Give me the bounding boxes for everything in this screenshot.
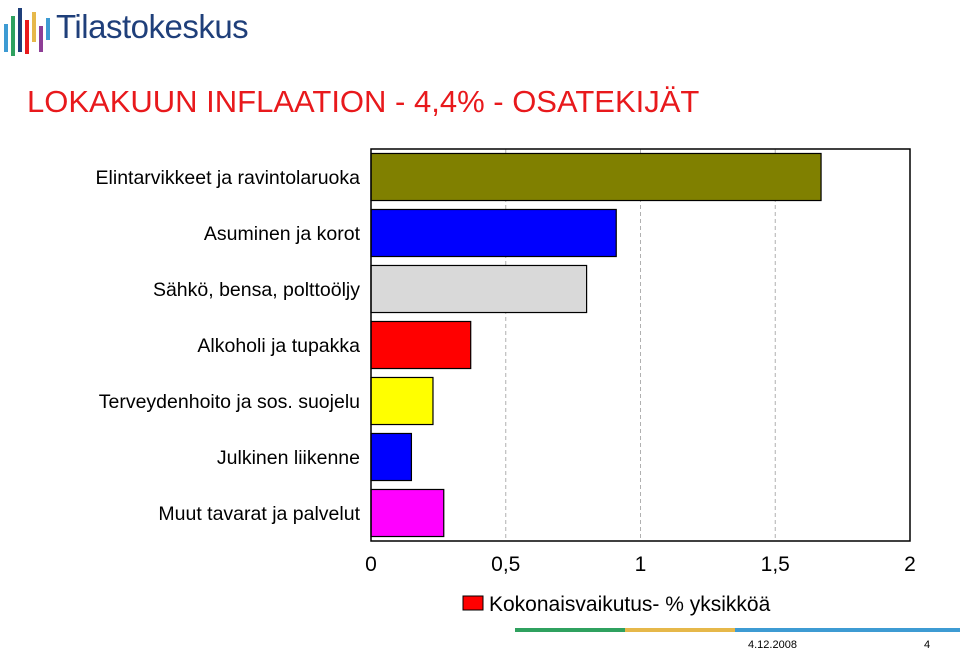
footer-date: 4.12.2008 (748, 639, 797, 651)
page-title: LOKAKUUN INFLAATION - 4,4% - OSATEKIJÄT (27, 84, 700, 119)
x-tick-label: 1 (635, 553, 647, 576)
bar (370, 376, 434, 426)
bar (370, 488, 445, 538)
category-label: Elintarvikkeet ja ravintolaruoka (96, 167, 361, 189)
category-label: Julkinen liikenne (217, 447, 360, 469)
footer-line-blue (735, 628, 960, 632)
logo: Tilastokeskus (2, 2, 252, 60)
x-tick-label: 2 (904, 553, 916, 576)
legend-label: Kokonaisvaikutus- % yksikköä (489, 593, 771, 616)
category-label: Asuminen ja korot (204, 223, 361, 245)
plot-border (370, 148, 911, 542)
bar (370, 432, 413, 482)
logo-text: Tilastokeskus (56, 8, 249, 45)
category-label: Muut tavarat ja palvelut (158, 503, 360, 525)
legend-swatch (462, 595, 484, 611)
category-label: Terveydenhoito ja sos. suojelu (99, 391, 360, 413)
bar (370, 152, 822, 202)
category-label: Alkoholi ja tupakka (197, 335, 360, 357)
footer-line-green (515, 628, 625, 632)
x-tick-label: 1,5 (761, 553, 790, 576)
bar (370, 320, 472, 370)
logo-icon (4, 8, 50, 56)
bar (370, 208, 617, 258)
x-tick-label: 0 (365, 553, 377, 576)
x-tick-label: 0,5 (491, 553, 520, 576)
bar (370, 264, 588, 314)
footer-page-number: 4 (924, 639, 931, 651)
category-label: Sähkö, bensa, polttoöljy (153, 279, 360, 301)
footer-line-yellow (625, 628, 735, 632)
